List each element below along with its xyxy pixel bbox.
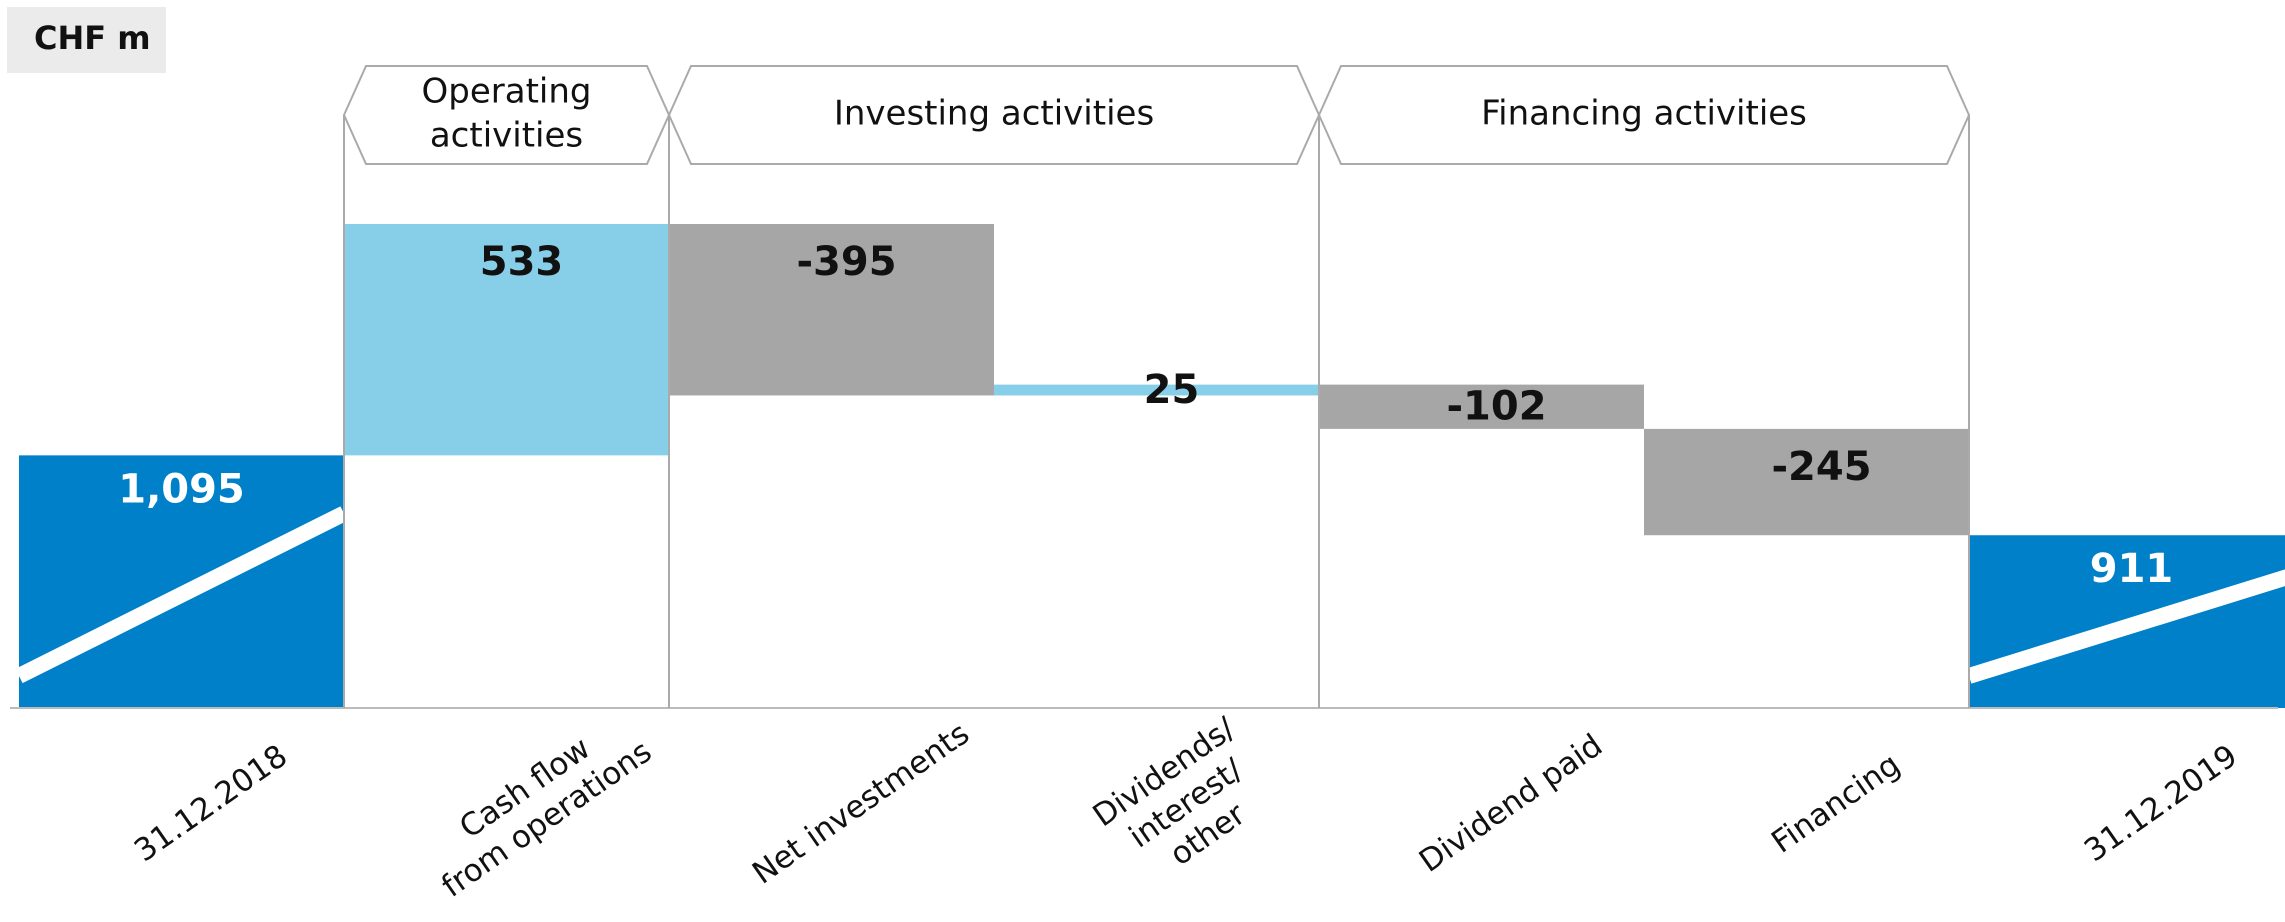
- bar: [994, 384, 1319, 396]
- title-box: [7, 7, 166, 73]
- bar: [19, 455, 344, 708]
- bar: [1319, 384, 1644, 429]
- group-label: activities: [430, 116, 583, 156]
- x-tick-label-line: Financing: [1765, 746, 1906, 860]
- axis-break: [15, 506, 348, 684]
- bar: [669, 224, 994, 396]
- axis-break: [1966, 569, 2285, 684]
- group-label: Financing activities: [1481, 94, 1807, 134]
- value-label: 1,095: [118, 466, 245, 512]
- value-label: 25: [1144, 367, 1200, 413]
- bar: [1644, 428, 1969, 536]
- group-label: Operating: [422, 72, 592, 112]
- x-tick-label-line: 31.12.2019: [2078, 738, 2244, 869]
- x-tick-label: 31.12.2018: [128, 738, 294, 869]
- value-label: -245: [1771, 444, 1871, 490]
- x-tick-label: 31.12.2019: [2078, 738, 2244, 869]
- x-tick-label: Financing: [1765, 746, 1906, 860]
- chart-title: CHF m: [34, 19, 151, 57]
- value-label: -102: [1446, 384, 1546, 430]
- x-tick-label: Dividends/interest/other: [1087, 710, 1252, 873]
- x-tick-label-line: Dividend paid: [1413, 727, 1609, 879]
- x-tick-label-line: Net investments: [746, 716, 976, 892]
- x-tick-label: Dividend paid: [1413, 727, 1609, 879]
- bar: [344, 224, 669, 456]
- x-tick-label-line: 31.12.2018: [128, 738, 294, 869]
- value-label: 533: [480, 239, 564, 285]
- value-label: -395: [796, 239, 896, 285]
- group-label: Investing activities: [834, 94, 1154, 134]
- x-tick-label: Net investments: [746, 716, 976, 892]
- value-label: 911: [2090, 546, 2174, 592]
